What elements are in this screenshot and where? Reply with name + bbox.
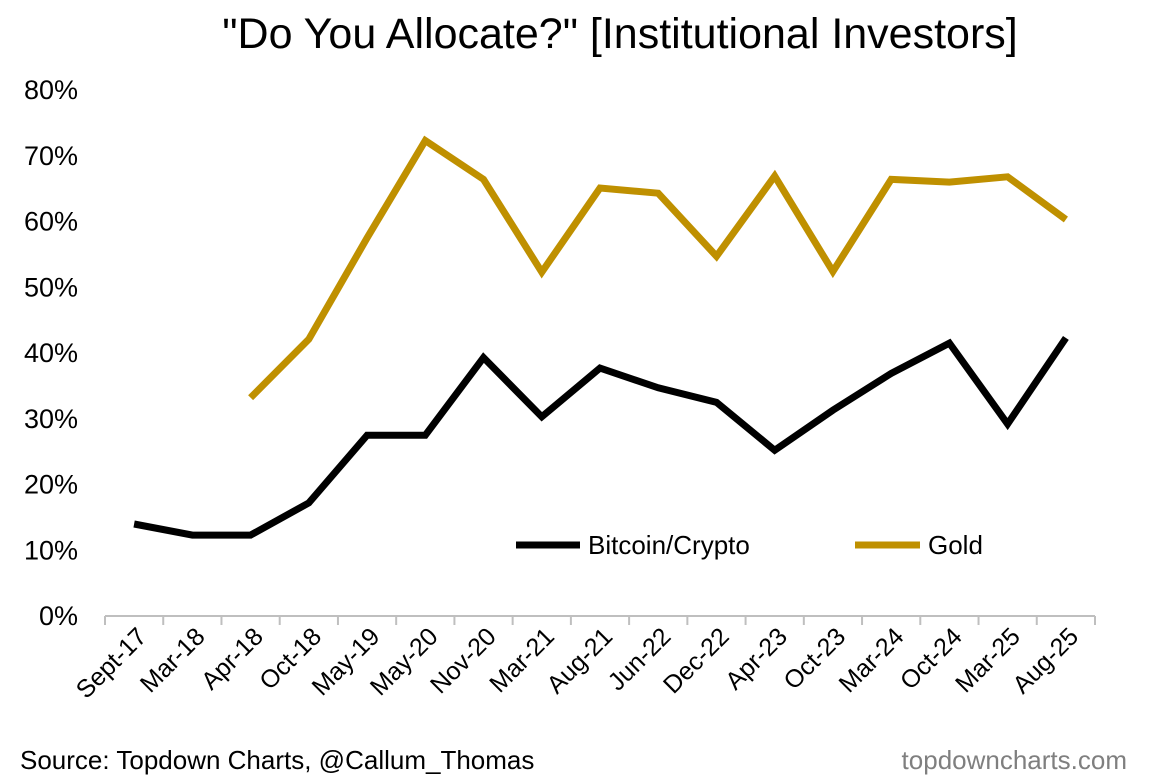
legend: Bitcoin/Crypto Gold xyxy=(516,530,983,560)
x-tick-label: Aug-25 xyxy=(1007,622,1084,699)
legend-label: Gold xyxy=(928,530,983,560)
x-tick-label: Nov-20 xyxy=(425,622,502,699)
y-tick-label: 50% xyxy=(24,272,78,302)
y-tick-label: 40% xyxy=(24,338,78,368)
y-tick-label: 70% xyxy=(24,141,78,171)
x-tick-label: Dec-22 xyxy=(658,622,735,699)
x-tick-label: Apr-23 xyxy=(720,622,793,695)
legend-label: Bitcoin/Crypto xyxy=(588,530,750,560)
x-tick-label: Mar-18 xyxy=(135,622,211,698)
watermark: topdowncharts.com xyxy=(901,745,1127,775)
y-tick-label: 60% xyxy=(24,207,78,237)
y-tick-label: 20% xyxy=(24,470,78,500)
source-note: Source: Topdown Charts, @Callum_Thomas xyxy=(20,745,535,775)
y-tick-label: 80% xyxy=(24,75,78,105)
y-axis-ticks: 0% 10% 20% 30% 40% 50% 60% 70% 80% xyxy=(24,75,78,631)
y-tick-label: 30% xyxy=(24,404,78,434)
y-tick-label: 10% xyxy=(24,535,78,565)
y-tick-label: 0% xyxy=(39,601,78,631)
series-line-bitcoin-crypto xyxy=(133,335,1069,539)
x-tick-label: Mar-24 xyxy=(834,622,910,698)
x-tick-label: Sept-17 xyxy=(71,622,153,704)
chart-title: "Do You Allocate?" [Institutional Invest… xyxy=(222,10,1018,58)
series-lines xyxy=(133,135,1069,539)
x-axis: Sept-17Mar-18Apr-18Oct-18May-19May-20Nov… xyxy=(71,615,1096,704)
x-tick-label: Aug-21 xyxy=(541,622,618,699)
x-tick-label: Apr-18 xyxy=(196,622,269,695)
series-line-gold xyxy=(248,135,1068,401)
